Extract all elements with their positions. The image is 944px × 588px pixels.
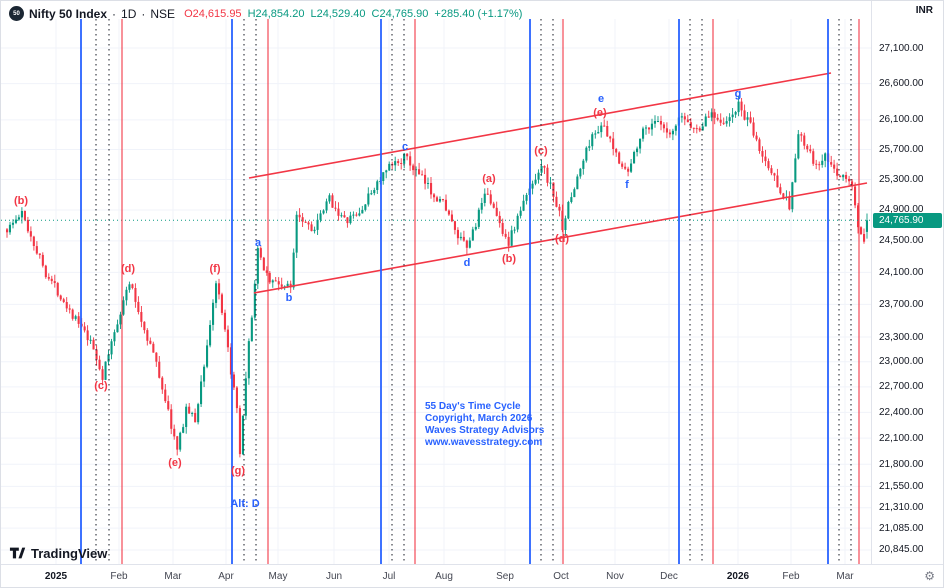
wave-label[interactable]: (c) — [534, 145, 548, 157]
time-axis-label: Apr — [218, 571, 234, 582]
separator: · — [112, 6, 117, 21]
wave-label[interactable]: a — [254, 237, 262, 249]
wave-label[interactable]: (e) — [593, 107, 607, 119]
separator: · — [141, 6, 146, 21]
ohlc-value: +285.40 (+1.17%) — [434, 7, 523, 20]
time-axis-label: 2026 — [726, 571, 750, 582]
wave-label[interactable]: f — [625, 179, 629, 191]
price-axis-label: 22,100.00 — [879, 432, 924, 444]
channel-lower-trendline[interactable] — [253, 182, 868, 294]
price-axis-label: 24,900.00 — [879, 204, 924, 216]
price-axis-label: 21,550.00 — [879, 480, 924, 492]
time-axis-label: Sep — [496, 571, 514, 582]
time-axis-label: Mar — [164, 571, 182, 582]
time-axis-label: Feb — [110, 571, 128, 582]
time-axis-label: Jul — [382, 571, 396, 582]
cycle-annotation-text[interactable]: 55 Day's Time Cycle Copyright, March 202… — [425, 401, 544, 449]
tradingview-brand-text: TradingView — [31, 545, 108, 561]
wave-label[interactable]: (a) — [482, 173, 496, 185]
ohlc-value: O24,615.95 — [184, 7, 242, 20]
price-axis-label: 25,700.00 — [879, 143, 924, 155]
price-axis-label: 24,500.00 — [879, 235, 924, 247]
ohlc-value: C24,765.90 — [371, 7, 429, 20]
currency-label: INR — [915, 5, 933, 16]
current-price-badge: 24,765.90 — [873, 212, 942, 228]
drawing-overlay: (b) (c) (d) (e) (f) (g) (a) (b) (c) (d) (e) a b c d e f g — [1, 1, 871, 564]
time-axis-label: Feb — [782, 571, 800, 582]
time-axis-label: Mar — [836, 571, 854, 582]
ohlc-value: L24,529.40 — [310, 7, 366, 20]
ohlc-value: H24,854.20 — [247, 7, 305, 20]
symbol-logo-icon: 50 — [9, 6, 24, 21]
wave-label[interactable]: (e) — [168, 457, 182, 469]
time-axis-label: May — [268, 571, 288, 582]
price-axis-label: 23,000.00 — [879, 356, 924, 368]
price-axis-label: 24,100.00 — [879, 266, 924, 278]
price-axis-label: 21,085.00 — [879, 522, 924, 534]
alt-wave-label[interactable]: Alt: D — [230, 498, 260, 510]
price-axis-label: 27,100.00 — [879, 42, 924, 54]
price-axis-label: 22,700.00 — [879, 381, 924, 393]
wave-label[interactable]: c — [401, 141, 409, 153]
candlestick-series — [6, 96, 868, 458]
wave-label[interactable]: (f) — [209, 263, 221, 275]
annotation-line: Waves Strategy Advisors — [425, 425, 545, 436]
exchange-label: NSE — [150, 6, 176, 21]
annotation-line: www.wavesstrategy.com — [425, 437, 543, 448]
wave-label[interactable]: (d) — [554, 233, 570, 245]
symbol-name[interactable]: Nifty 50 Index — [29, 6, 108, 21]
price-axis-label: 21,310.00 — [879, 502, 924, 514]
wave-label[interactable]: g — [734, 88, 742, 100]
price-axis[interactable]: INR 24,765.90 27,100.00 26,600.00 26,100.0… — [871, 1, 943, 564]
tradingview-watermark[interactable]: TradingView — [9, 545, 107, 561]
time-axis-label: Aug — [435, 571, 453, 582]
wave-label[interactable]: d — [463, 257, 471, 269]
price-axis-label: 21,800.00 — [879, 458, 924, 470]
wave-label[interactable]: (c) — [94, 380, 108, 392]
time-axis-label: Nov — [606, 571, 624, 582]
chart-header: 50 Nifty 50 Index · 1D · NSE O24,615.95 H… — [9, 6, 528, 21]
time-axis-label: 2025 — [44, 571, 68, 582]
time-axis-label: Jun — [325, 571, 343, 582]
price-axis-label: 25,300.00 — [879, 173, 924, 185]
annotation-line: Copyright, March 2026 — [425, 413, 533, 424]
time-axis[interactable]: ⚙ 2025 Feb Mar Apr May Jun Jul Aug Sep Oct Nov Dec 2… — [1, 564, 943, 587]
price-axis-label: 23,300.00 — [879, 331, 924, 343]
time-axis-label: Oct — [553, 571, 569, 582]
price-axis-label: 22,400.00 — [879, 406, 924, 418]
annotation-line: 55 Day's Time Cycle — [425, 401, 521, 412]
chart-canvas[interactable] — [1, 1, 871, 564]
timeframe-label[interactable]: 1D — [121, 6, 137, 21]
price-axis-label: 20,845.00 — [879, 544, 924, 556]
wave-label[interactable]: (g) — [230, 465, 246, 477]
gear-icon[interactable]: ⚙ — [924, 569, 935, 583]
price-axis-label: 26,100.00 — [879, 114, 924, 126]
chart-plot-area[interactable]: (b) (c) (d) (e) (f) (g) (a) (b) (c) (d) (e) a b c d e f g… — [1, 1, 871, 564]
wave-label[interactable]: (b) — [13, 195, 29, 207]
channel-upper-trendline[interactable] — [248, 72, 832, 179]
price-axis-label: 23,700.00 — [879, 298, 924, 310]
ohlc-values: O24,615.95 H24,854.20 L24,529.40 C24,765.90… — [184, 8, 528, 20]
price-axis-label: 26,600.00 — [879, 78, 924, 90]
wave-label[interactable]: (d) — [120, 263, 136, 275]
time-axis-label: Dec — [660, 571, 678, 582]
wave-label[interactable]: (b) — [501, 253, 517, 265]
wave-label[interactable]: b — [285, 292, 293, 304]
wave-label[interactable]: e — [597, 93, 605, 105]
tradingview-logo-icon — [9, 547, 26, 559]
